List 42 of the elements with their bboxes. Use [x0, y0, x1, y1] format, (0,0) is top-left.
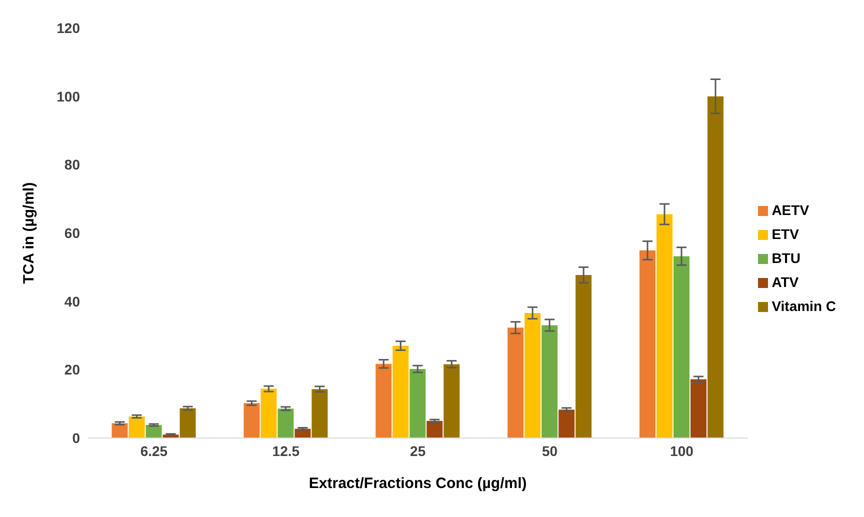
bar — [558, 410, 575, 438]
y-tick-label: 60 — [64, 224, 80, 241]
bar — [690, 379, 706, 438]
y-tick-label: 0 — [72, 430, 80, 446]
bar — [524, 312, 541, 438]
bar — [656, 214, 672, 438]
bar — [426, 420, 443, 438]
y-tick-label: 100 — [56, 88, 80, 104]
bar — [508, 328, 524, 438]
x-tick-label: 12.5 — [272, 442, 300, 459]
x-tick-label: 50 — [542, 442, 558, 459]
y-tick-label: 80 — [64, 156, 80, 173]
bar — [576, 275, 592, 438]
bar — [128, 416, 145, 438]
x-tick-label: 100 — [670, 442, 694, 459]
legend-label: AETV — [772, 202, 810, 218]
bar — [146, 425, 162, 438]
bar — [260, 388, 277, 438]
x-tick-label: 25 — [410, 442, 426, 459]
legend-label: ATV — [772, 274, 799, 290]
bar — [410, 368, 426, 438]
bar — [444, 364, 460, 438]
bar — [542, 325, 558, 438]
x-axis-title: Extract/Fractions Conc (µg/ml) — [308, 475, 527, 492]
bar — [392, 346, 409, 438]
bar — [674, 256, 690, 438]
x-tick-label: 6.25 — [140, 442, 168, 459]
bar — [180, 408, 196, 438]
legend-label: BTU — [772, 250, 800, 266]
legend-label: ETV — [772, 226, 799, 242]
bar — [278, 408, 294, 438]
bar — [640, 250, 656, 438]
y-tick-label: 40 — [64, 293, 80, 310]
bar — [376, 364, 392, 438]
bar — [708, 96, 724, 438]
bar — [244, 403, 260, 438]
y-tick-label: 20 — [64, 362, 80, 378]
bar — [112, 423, 128, 438]
y-tick-label: 120 — [56, 20, 80, 36]
y-axis-title: TCA in (µg/ml) — [20, 182, 38, 284]
bar — [312, 389, 328, 438]
legend-label: Vitamin C — [772, 298, 836, 314]
